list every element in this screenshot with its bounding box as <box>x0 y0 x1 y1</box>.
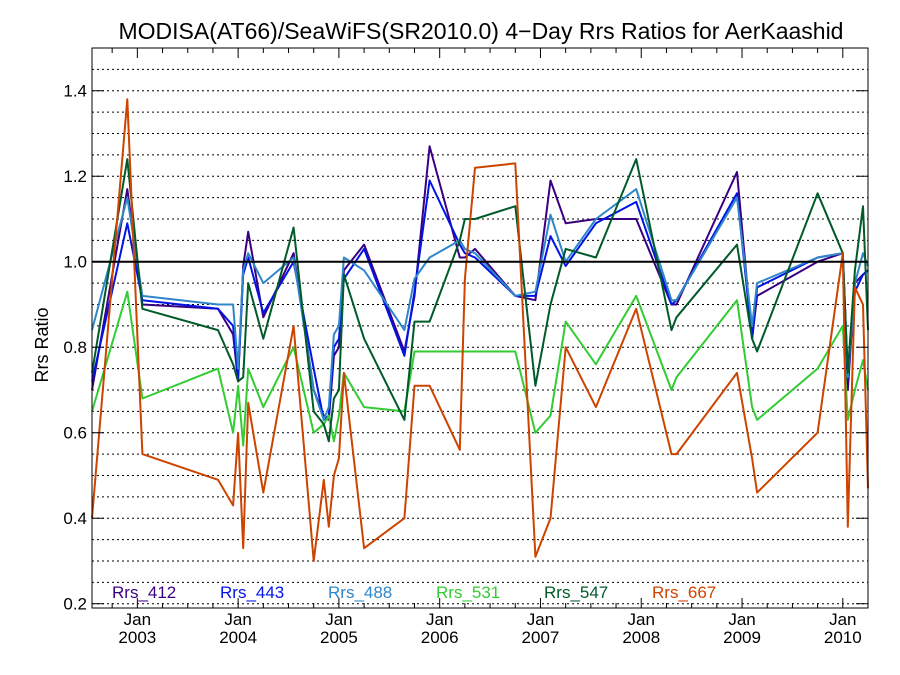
y-axis-label: Rrs Ratio <box>32 307 52 382</box>
legend-entry-rrs-667: Rrs_667 <box>652 583 716 602</box>
legend-entry-rrs-443: Rrs_443 <box>220 583 284 602</box>
plot-frame <box>91 47 869 609</box>
x-tick-year: 2005 <box>320 628 358 647</box>
x-tick-month: Jan <box>426 610 453 629</box>
x-tick-month: Jan <box>829 610 856 629</box>
x-tick-year: 2008 <box>622 628 660 647</box>
x-tick-year: 2010 <box>824 628 862 647</box>
x-tick-year: 2009 <box>723 628 761 647</box>
y-tick-label: 1.0 <box>63 253 87 272</box>
y-tick-label: 0.2 <box>63 595 87 614</box>
series-line-rrs-547 <box>91 158 869 443</box>
x-tick-year: 2003 <box>118 628 156 647</box>
x-tick-year: 2004 <box>219 628 257 647</box>
x-tick-month: Jan <box>124 610 151 629</box>
legend-entry-rrs-412: Rrs_412 <box>112 583 176 602</box>
x-tick-month: Jan <box>527 610 554 629</box>
y-tick-label: 0.6 <box>63 424 87 443</box>
series-lines <box>91 98 869 562</box>
x-tick-month: Jan <box>728 610 755 629</box>
y-tick-label: 1.4 <box>63 82 87 101</box>
x-tick-year: 2006 <box>421 628 459 647</box>
chart-title: MODISA(AT66)/SeaWiFS(SR2010.0) 4−Day Rrs… <box>119 18 844 44</box>
series-line-rrs-667 <box>91 98 869 562</box>
x-tick-month: Jan <box>325 610 352 629</box>
y-tick-label: 1.2 <box>63 167 87 186</box>
y-tick-label: 0.8 <box>63 338 87 357</box>
x-tick-year: 2007 <box>522 628 560 647</box>
axes: 0.20.40.60.81.01.21.4Jan2003Jan2004Jan20… <box>63 47 869 647</box>
y-tick-label: 0.4 <box>63 509 87 528</box>
x-tick-month: Jan <box>224 610 251 629</box>
x-tick-month: Jan <box>628 610 655 629</box>
legend-entry-rrs-531: Rrs_531 <box>436 583 500 602</box>
series-line-rrs-531 <box>91 290 869 447</box>
legend: Rrs_412 Rrs_443 Rrs_488 Rrs_531 Rrs_547 Rrs_6… <box>112 583 716 602</box>
legend-entry-rrs-547: Rrs_547 <box>544 583 608 602</box>
legend-entry-rrs-488: Rrs_488 <box>328 583 392 602</box>
